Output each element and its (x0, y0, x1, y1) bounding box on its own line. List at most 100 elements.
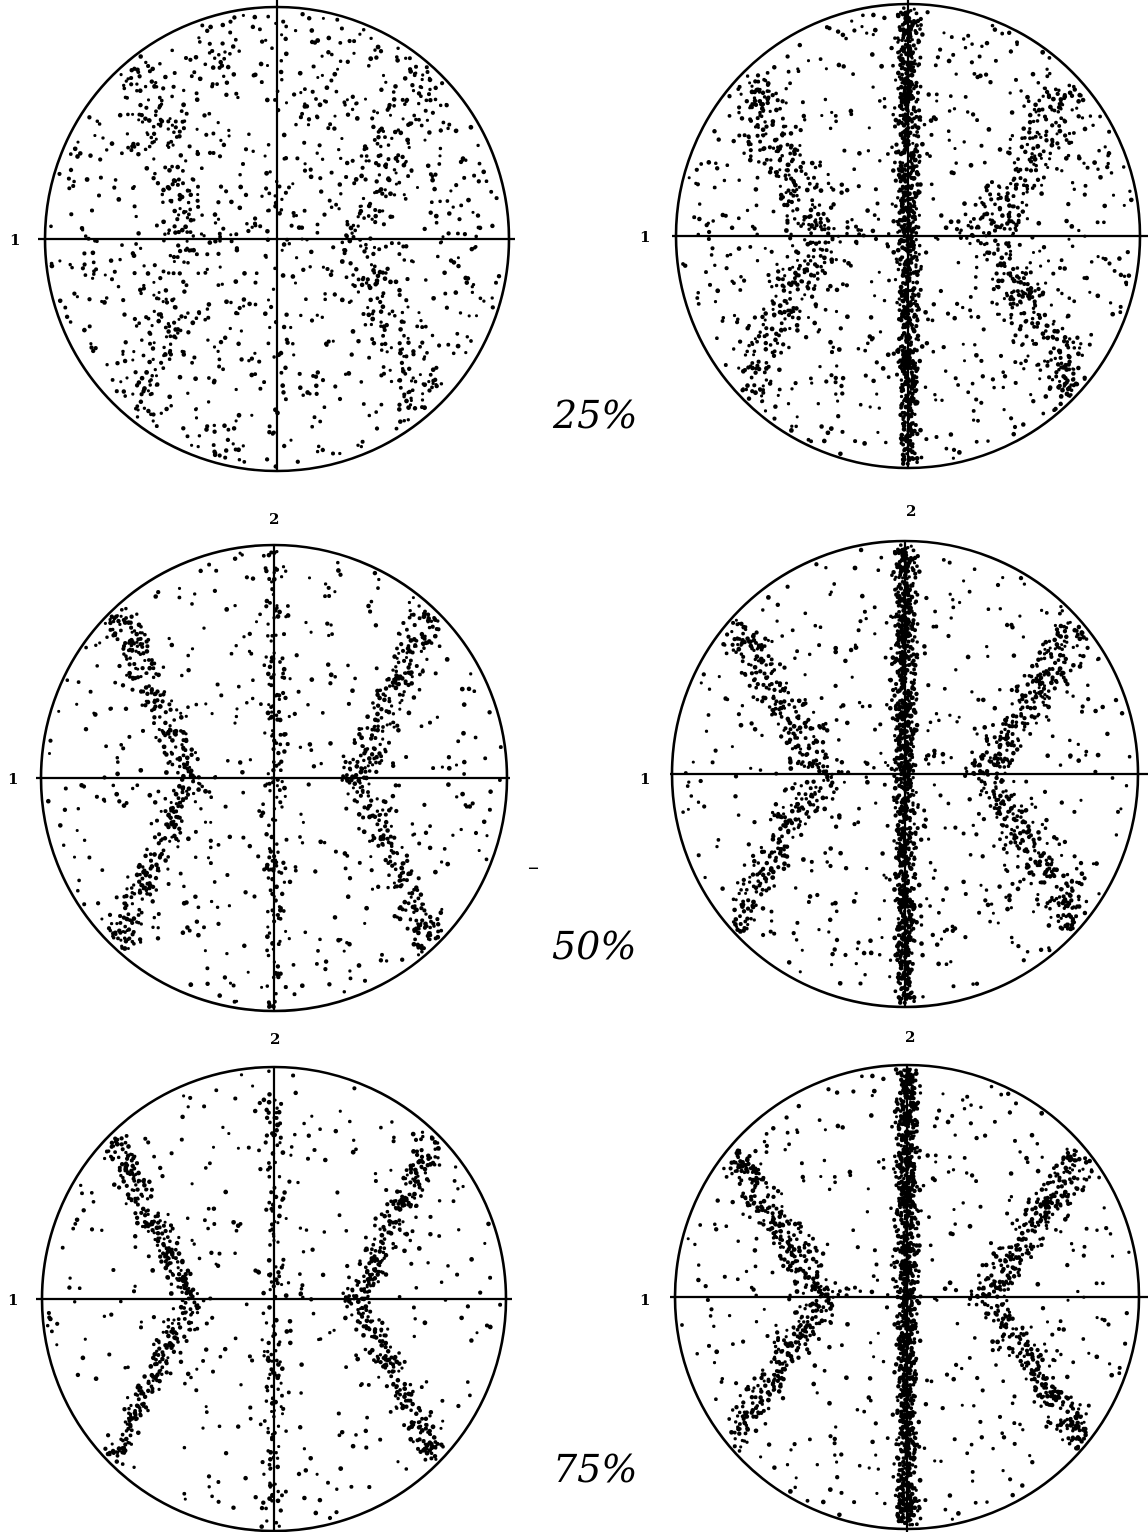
pole-point (129, 148, 134, 153)
pole-point (104, 296, 109, 300)
pole-point (121, 349, 125, 354)
pole-point (364, 242, 368, 247)
pole-point (390, 136, 394, 141)
pole-point (828, 846, 834, 851)
pole-point (259, 80, 264, 85)
pole-point (913, 123, 917, 127)
pole-point (915, 90, 921, 95)
pole-point (280, 33, 284, 37)
pole-point (315, 313, 319, 317)
pole-point (1036, 286, 1041, 292)
pole-point (343, 759, 348, 765)
pole-point (299, 812, 303, 816)
pole-point (1044, 329, 1048, 333)
pole-point (909, 260, 914, 265)
pole-point (364, 905, 369, 911)
pole-point (177, 271, 182, 276)
pole-point (996, 278, 1001, 284)
pole-point (394, 808, 399, 814)
pole-point (803, 238, 807, 242)
pole-point (915, 97, 920, 102)
pole-point (1009, 312, 1014, 317)
pole-point (801, 222, 806, 226)
pole-point (706, 160, 712, 165)
pole-point (151, 675, 156, 680)
pole-point (68, 320, 73, 324)
pole-point (411, 88, 416, 93)
pole-point (224, 80, 230, 85)
pole-point (303, 162, 307, 166)
pole-point (478, 296, 483, 301)
pole-point (264, 862, 270, 868)
pole-point (914, 280, 920, 285)
pole-point (120, 944, 124, 948)
pole-point (121, 803, 127, 808)
pole-point (729, 225, 735, 231)
pole-point (488, 789, 493, 794)
pole-point (410, 650, 415, 655)
pole-point (371, 701, 375, 705)
pole-point (158, 704, 163, 709)
pole-point (1027, 119, 1033, 125)
pole-point (265, 229, 270, 234)
pole-point (793, 182, 798, 188)
pole-point (956, 260, 961, 265)
pole-point (347, 38, 352, 44)
pole-point (438, 103, 443, 108)
pole-point (266, 909, 270, 914)
pole-point (270, 714, 274, 718)
pole-point (918, 84, 923, 89)
pole-point (786, 281, 792, 286)
pole-point (752, 98, 758, 104)
pole-point (482, 299, 486, 303)
pole-point (420, 77, 424, 82)
pole-point (357, 211, 362, 216)
pole-point (1067, 83, 1072, 88)
pole-point (913, 422, 918, 428)
pole-point (210, 82, 215, 87)
pole-point (915, 317, 919, 321)
pole-point (348, 261, 353, 266)
pole-point (780, 99, 785, 104)
pole-point (367, 769, 372, 773)
pole-point (886, 232, 891, 236)
pole-point (988, 192, 993, 197)
pole-point (744, 99, 749, 104)
pole-point (100, 299, 104, 304)
pole-point (694, 181, 698, 186)
pole-point (745, 349, 749, 354)
pole-point (812, 186, 817, 190)
pole-point (368, 297, 373, 303)
pole-point (364, 159, 368, 163)
pole-point (1011, 339, 1016, 343)
pole-point (467, 314, 471, 318)
pole-point (219, 63, 225, 68)
pole-point (1098, 174, 1103, 180)
pole-point (412, 113, 417, 118)
pole-point (481, 169, 487, 175)
pole-point (903, 16, 907, 20)
pole-point (738, 288, 743, 292)
pole-point (154, 735, 158, 740)
pole-point (228, 30, 233, 35)
pole-point (358, 204, 362, 208)
pole-point (372, 746, 377, 752)
pole-point (974, 275, 978, 279)
pole-point (398, 419, 403, 424)
pole-point (349, 299, 353, 303)
pole-point (193, 800, 197, 804)
pole-point (405, 137, 410, 143)
pole-point (110, 277, 114, 282)
pole-point (386, 143, 391, 147)
pole-point (136, 151, 141, 157)
pole-point (899, 203, 905, 208)
pole-point (169, 800, 173, 805)
pole-point (172, 224, 177, 229)
pole-point (796, 198, 801, 202)
pole-point (145, 847, 149, 852)
pole-point (901, 415, 906, 420)
pole-point (136, 913, 141, 917)
pole-point (179, 109, 184, 114)
pole-point (217, 357, 222, 362)
pole-point (410, 822, 415, 826)
